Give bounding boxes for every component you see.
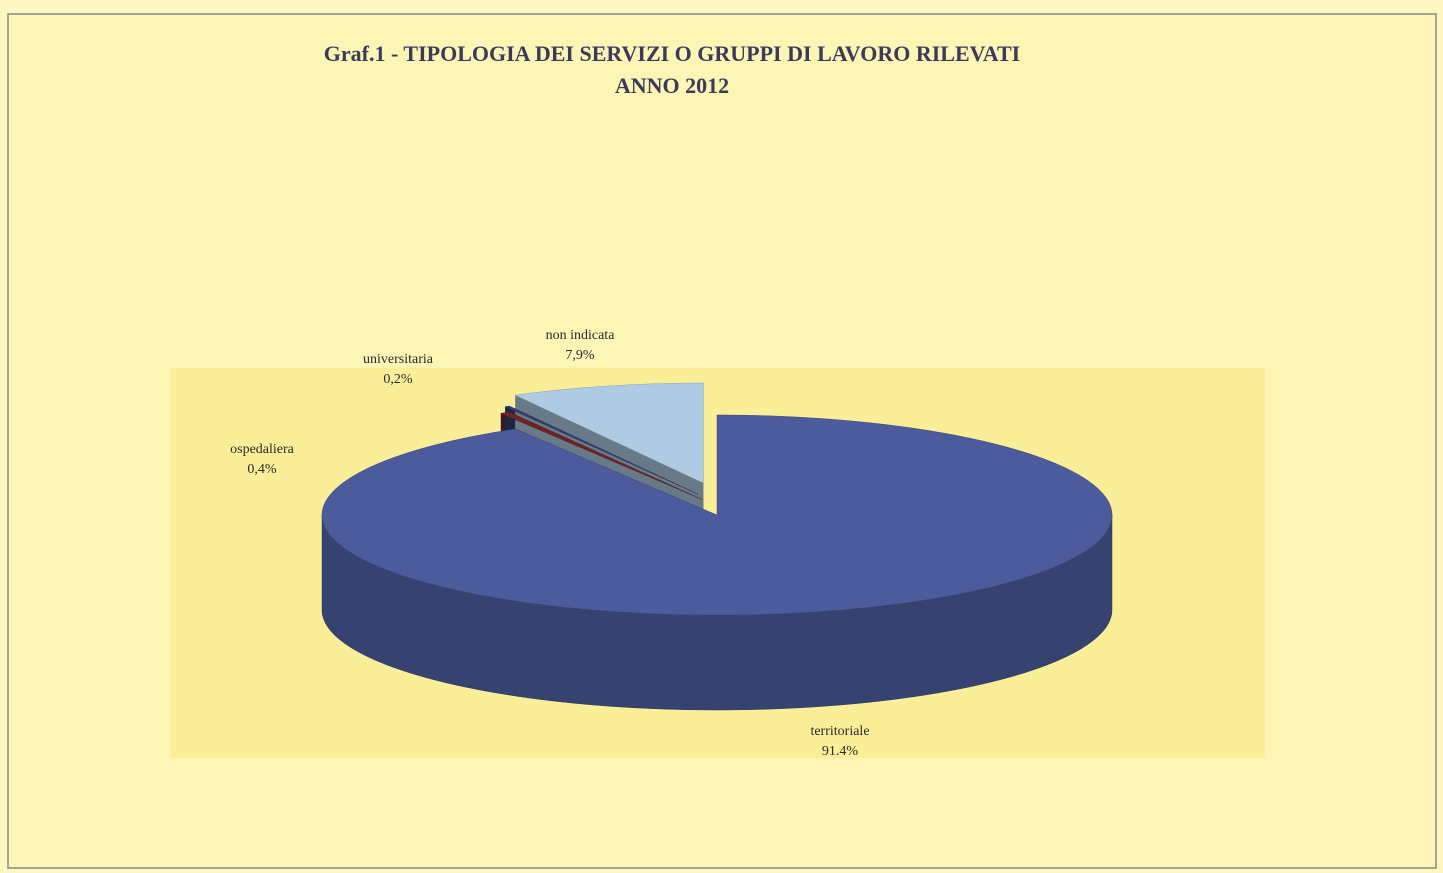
pie-slice: [499, 411, 703, 500]
pie-slice: [504, 405, 698, 495]
slice-value-label: 0,4%: [247, 462, 277, 477]
chart-subtitle: ANNO 2012: [615, 73, 729, 98]
slice-label: ospedaliera: [230, 442, 295, 457]
slice-label: territoriale: [810, 724, 869, 739]
slice-value-label: 91.4%: [822, 744, 859, 759]
slice-label: universitaria: [363, 352, 434, 367]
pie-slice: [514, 382, 704, 484]
chart-title: Graf.1 - TIPOLOGIA DEI SERVIZI O GRUPPI …: [324, 41, 1020, 66]
pie-slice: [321, 414, 1113, 616]
slice-value-label: 7,9%: [565, 348, 595, 363]
slice-value-label: 0,2%: [383, 372, 413, 387]
slice-label: non indicata: [546, 328, 616, 343]
